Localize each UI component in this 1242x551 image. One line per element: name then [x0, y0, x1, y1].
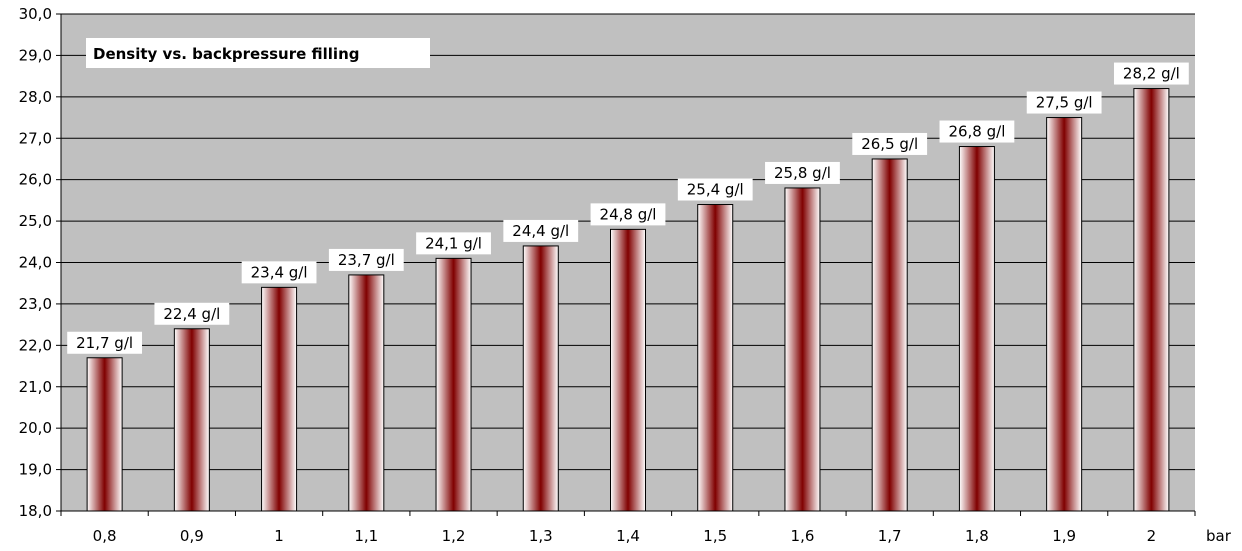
y-tick-label: 23,0: [19, 295, 52, 313]
data-label-background: [503, 219, 579, 242]
data-label-background: [852, 132, 928, 155]
x-tick-label: 1,8: [965, 527, 989, 545]
data-label: 27,5 g/l: [1036, 94, 1093, 112]
x-tick-label: 1,9: [1052, 527, 1076, 545]
data-label-background: [677, 178, 753, 201]
x-tick-label: 1,4: [616, 527, 640, 545]
y-tick-label: 24,0: [19, 254, 52, 272]
bar: [784, 187, 821, 512]
bar: [348, 274, 385, 512]
data-label: 24,1 g/l: [425, 234, 482, 252]
bar: [958, 146, 995, 512]
data-label-background: [1113, 62, 1189, 85]
chart-title-background: [86, 38, 430, 68]
x-axis-ticks: 0,8 0,9 1 1,1 1,2 1,3 1,4 1,5 1,6 1,7 1,8 1,9 2: [60, 511, 1196, 545]
bar: [522, 245, 559, 512]
y-tick-label: 18,0: [19, 502, 52, 520]
data-label-background: [939, 120, 1015, 143]
x-tick-label: 1,3: [529, 527, 553, 545]
x-tick-label: 1,5: [703, 527, 727, 545]
data-label-background: [590, 203, 666, 226]
x-tick-label: 1: [274, 527, 284, 545]
data-label: 23,4 g/l: [251, 263, 308, 281]
data-label: 24,8 g/l: [600, 205, 657, 223]
x-tick-label: 0,8: [93, 527, 117, 545]
bar: [1133, 88, 1170, 512]
x-tick-label: 1,6: [791, 527, 815, 545]
x-tick-label: 1,7: [878, 527, 902, 545]
data-label: 25,4 g/l: [687, 181, 744, 199]
data-label-background: [67, 331, 143, 354]
bar: [610, 228, 646, 512]
y-tick-label: 30,0: [19, 5, 52, 23]
chart-title-text: Density vs. backpressure filling: [93, 45, 360, 63]
x-axis-unit: bar: [1206, 527, 1232, 545]
y-tick-label: 25,0: [19, 212, 52, 230]
data-label: 24,4 g/l: [512, 222, 569, 240]
data-label: 21,7 g/l: [76, 334, 133, 352]
bar: [86, 357, 123, 512]
y-tick-label: 19,0: [19, 461, 52, 479]
x-tick-label: 1,1: [354, 527, 378, 545]
y-axis-ticks: 18,0 19,0 20,0 21,0 22,0 23,0 24,0 25,0 26,0 27,0…: [19, 5, 61, 520]
data-label-background: [416, 232, 491, 255]
data-label: 22,4 g/l: [163, 305, 220, 323]
y-tick-label: 28,0: [19, 88, 52, 106]
x-tick-label: 0,9: [180, 527, 204, 545]
y-tick-label: 29,0: [19, 46, 52, 64]
data-label-background: [1026, 91, 1102, 114]
y-tick-label: 27,0: [19, 129, 52, 147]
data-label-background: [241, 261, 317, 284]
data-label: 23,7 g/l: [338, 251, 395, 269]
data-label-background: [765, 161, 840, 184]
data-label-background: [328, 248, 404, 271]
data-label: 26,5 g/l: [861, 135, 918, 153]
y-tick-label: 20,0: [19, 419, 52, 437]
x-tick-label: 2: [1147, 527, 1157, 545]
y-tick-label: 22,0: [19, 336, 52, 354]
bar: [261, 286, 298, 512]
data-label: 26,8 g/l: [948, 123, 1005, 141]
data-label: 25,8 g/l: [774, 164, 831, 182]
bar: [871, 158, 908, 512]
data-label-background: [154, 302, 230, 325]
bar-series: [86, 88, 1170, 512]
chart-title: Density vs. backpressure filling: [86, 38, 430, 68]
bar: [1046, 117, 1083, 512]
bar: [435, 257, 472, 512]
bar: [173, 328, 210, 512]
data-label: 28,2 g/l: [1123, 65, 1180, 83]
bar: [697, 204, 734, 512]
y-tick-label: 21,0: [19, 378, 52, 396]
y-tick-label: 26,0: [19, 171, 52, 189]
x-tick-label: 1,2: [442, 527, 466, 545]
data-labels: 21,7 g/l 22,4 g/l 23,4 g/l 23,7 g/l 24,1 g/l…: [67, 62, 1189, 354]
